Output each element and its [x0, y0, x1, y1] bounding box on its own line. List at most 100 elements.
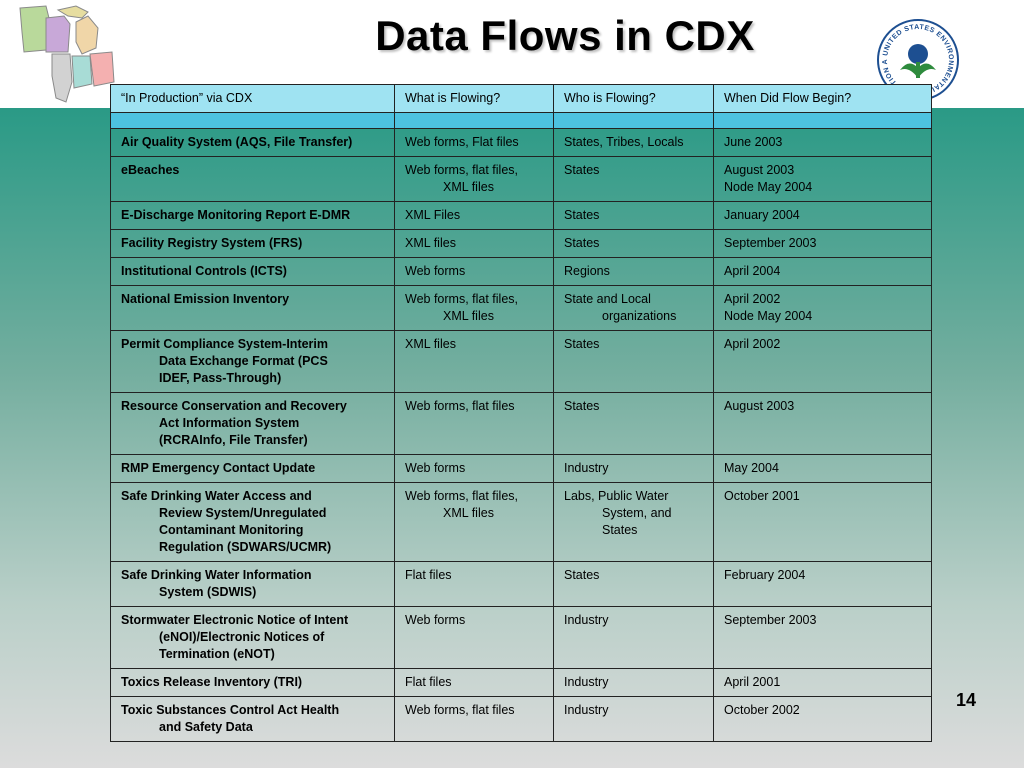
cell-line: (eNOI)/Electronic Notices of: [159, 630, 325, 644]
start-date-cell: June 2003: [713, 128, 932, 157]
cell-line: October 2001: [724, 489, 800, 503]
cell-line: States: [602, 523, 638, 537]
cell-line: States: [564, 208, 600, 222]
start-date-cell: August 2003 Node May 2004: [713, 156, 932, 202]
system-name-cell: E-Discharge Monitoring Report E-DMR: [110, 201, 395, 230]
data-type-cell: Web forms: [394, 606, 554, 669]
cell-line: Labs, Public Water: [564, 489, 669, 503]
cell-line: Data Exchange Format (PCS: [159, 354, 328, 368]
table-row: Toxics Release Inventory (TRI) Flat files…: [110, 668, 932, 697]
table-row: Safe Drinking Water Information System (S…: [110, 561, 932, 607]
cell-line: Safe Drinking Water Access and: [121, 489, 312, 503]
submitter-cell: States: [553, 561, 714, 607]
start-date-cell: September 2003: [713, 229, 932, 258]
cell-line: Toxic Substances Control Act Health: [121, 703, 340, 717]
data-type-cell: Web forms: [394, 257, 554, 286]
cell-line: Web forms: [405, 264, 466, 278]
start-date-cell: August 2003: [713, 392, 932, 455]
system-name-cell: Toxics Release Inventory (TRI): [110, 668, 395, 697]
data-type-cell: Web forms, flat files, XML files: [394, 156, 554, 202]
system-name-cell: Safe Drinking Water Access and Review Sys…: [110, 482, 395, 562]
cell-line: XML files: [405, 236, 456, 250]
cell-line: Flat files: [405, 675, 452, 689]
cell-line: Contaminant Monitoring: [159, 523, 304, 537]
table-row: Resource Conservation and Recovery Act In…: [110, 392, 932, 455]
cell-line: August 2003: [724, 399, 795, 413]
submitter-cell: States: [553, 229, 714, 258]
cell-line: States: [564, 337, 600, 351]
cell-line: Node May 2004: [724, 180, 813, 194]
header-divider-cell: [553, 112, 714, 129]
page-number: 14: [956, 690, 977, 710]
submitter-cell: Industry: [553, 606, 714, 669]
cell-line: Web forms, Flat files: [405, 135, 519, 149]
cell-line: Facility Registry System (FRS): [121, 236, 303, 250]
system-name-cell: Institutional Controls (ICTS): [110, 257, 395, 286]
cell-line: October 2002: [724, 703, 800, 717]
cell-line: States: [564, 236, 600, 250]
cell-line: XML files: [443, 506, 494, 520]
system-name-cell: Air Quality System (AQS, File Transfer): [110, 128, 395, 157]
cell-line: February 2004: [724, 568, 806, 582]
cell-line: System, and: [602, 506, 672, 520]
start-date-cell: October 2002: [713, 696, 932, 742]
cell-line: September 2003: [724, 236, 817, 250]
data-type-cell: Web forms, flat files, XML files: [394, 285, 554, 331]
cell-line: States: [564, 568, 600, 582]
start-date-cell: September 2003: [713, 606, 932, 669]
system-name-cell: Permit Compliance System-Interim Data Exc…: [110, 330, 395, 393]
table-row: eBeaches Web forms, flat files, XML files S…: [110, 156, 932, 202]
cell-line: Web forms: [405, 613, 466, 627]
cell-line: XML files: [405, 337, 456, 351]
start-date-cell: April 2001: [713, 668, 932, 697]
cell-line: April 2002: [724, 292, 781, 306]
cell-line: XML files: [443, 309, 494, 323]
cell-line: Web forms, flat files,: [405, 163, 518, 177]
cell-line: June 2003: [724, 135, 783, 149]
cell-line: January 2004: [724, 208, 800, 222]
data-type-cell: Flat files: [394, 561, 554, 607]
system-name-cell: eBeaches: [110, 156, 395, 202]
table-row: Facility Registry System (FRS) XML files S…: [110, 229, 932, 258]
submitter-cell: Regions: [553, 257, 714, 286]
start-date-cell: May 2004: [713, 454, 932, 483]
table-row: Permit Compliance System-Interim Data Exc…: [110, 330, 932, 393]
data-type-cell: Web forms: [394, 454, 554, 483]
cell-line: Node May 2004: [724, 309, 813, 323]
cell-line: Web forms, flat files,: [405, 292, 518, 306]
system-name-cell: Facility Registry System (FRS): [110, 229, 395, 258]
cell-line: organizations: [602, 309, 677, 323]
table-row: Safe Drinking Water Access and Review Sys…: [110, 482, 932, 562]
cell-line: April 2002: [724, 337, 781, 351]
cell-line: XML files: [443, 180, 494, 194]
cell-line: Regions: [564, 264, 610, 278]
cell-line: Flat files: [405, 568, 452, 582]
cell-line: Industry: [564, 461, 609, 475]
cell-line: RMP Emergency Contact Update: [121, 461, 316, 475]
data-type-cell: XML files: [394, 229, 554, 258]
cell-line: and Safety Data: [159, 720, 253, 734]
cell-line: Industry: [564, 613, 609, 627]
start-date-cell: October 2001: [713, 482, 932, 562]
start-date-cell: January 2004: [713, 201, 932, 230]
cell-line: States, Tribes, Locals: [564, 135, 684, 149]
submitter-cell: State and Local organizations: [553, 285, 714, 331]
header-divider-cell: [713, 112, 932, 129]
cell-line: Resource Conservation and Recovery: [121, 399, 347, 413]
cell-line: Web forms, flat files: [405, 703, 515, 717]
cell-line: Air Quality System (AQS, File Transfer): [121, 135, 353, 149]
submitter-cell: Industry: [553, 454, 714, 483]
cell-line: April 2004: [724, 264, 781, 278]
cell-line: Web forms, flat files,: [405, 489, 518, 503]
cell-line: April 2001: [724, 675, 781, 689]
cell-line: State and Local: [564, 292, 651, 306]
table-header-row: “In Production” via CDX What is Flowing?…: [110, 84, 932, 113]
cell-line: Web forms: [405, 461, 466, 475]
submitter-cell: Labs, Public Water System, and States: [553, 482, 714, 562]
data-type-cell: Flat files: [394, 668, 554, 697]
submitter-cell: States, Tribes, Locals: [553, 128, 714, 157]
column-header: “In Production” via CDX: [110, 84, 395, 113]
system-name-cell: RMP Emergency Contact Update: [110, 454, 395, 483]
start-date-cell: February 2004: [713, 561, 932, 607]
start-date-cell: April 2004: [713, 257, 932, 286]
